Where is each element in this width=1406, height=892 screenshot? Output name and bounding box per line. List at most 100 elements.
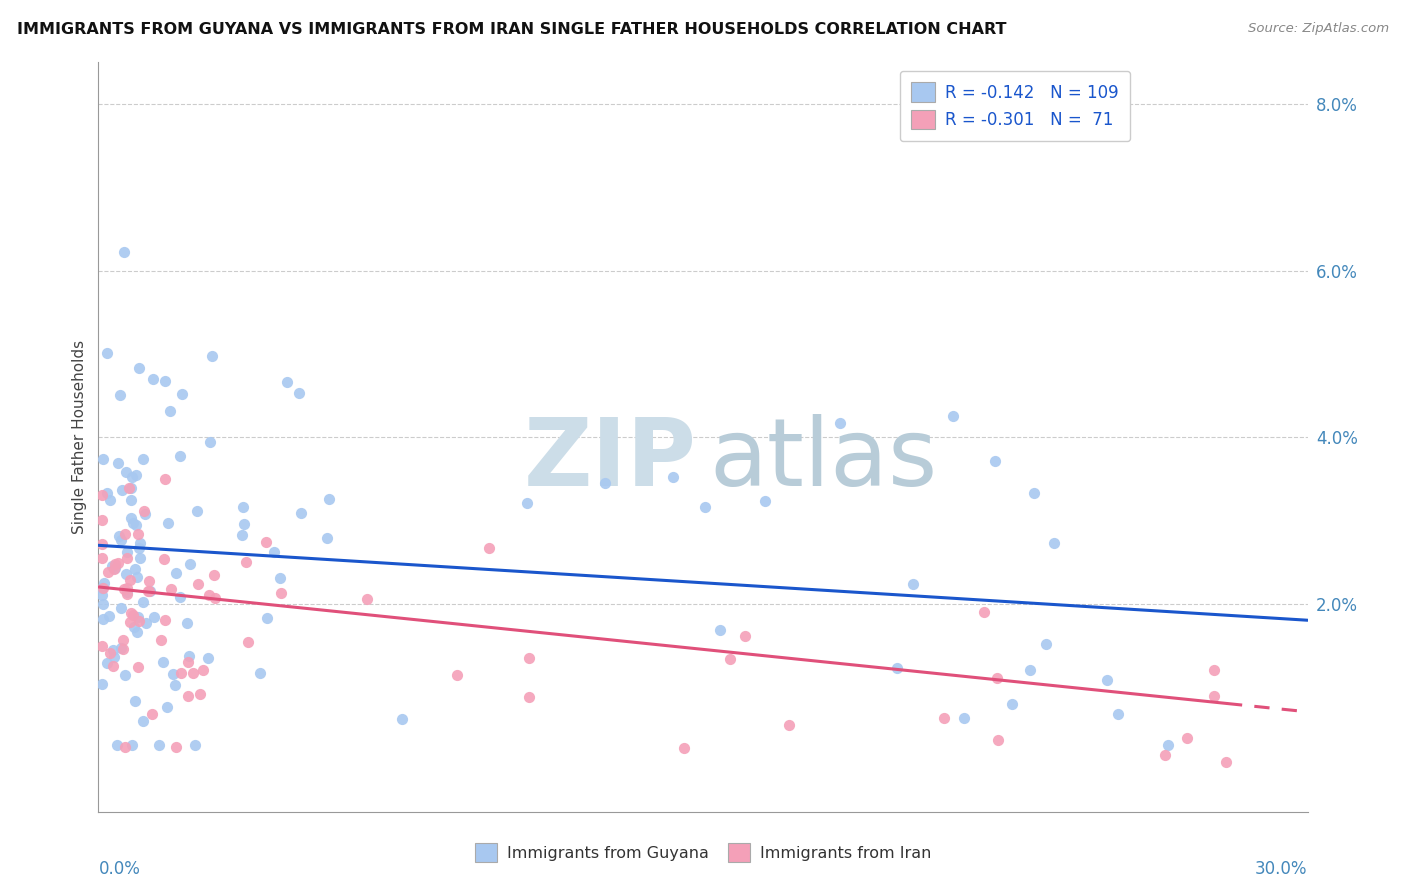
Point — [125, 624, 148, 639]
Point — [110, 600, 132, 615]
Legend: Immigrants from Guyana, Immigrants from Iran: Immigrants from Guyana, Immigrants from … — [465, 833, 941, 871]
Point — [110, 533, 132, 547]
Point — [141, 707, 163, 722]
Point — [118, 481, 141, 495]
Point — [828, 417, 851, 431]
Point — [91, 588, 114, 602]
Point — [984, 454, 1007, 468]
Point — [125, 518, 148, 533]
Point — [91, 639, 114, 653]
Point — [132, 714, 155, 728]
Point — [235, 556, 257, 570]
Point — [1022, 486, 1045, 500]
Point — [886, 661, 908, 675]
Point — [593, 476, 616, 491]
Point — [183, 738, 205, 752]
Point — [231, 528, 253, 542]
Point — [112, 244, 135, 259]
Point — [132, 595, 155, 609]
Point — [165, 739, 187, 754]
Point — [187, 576, 209, 591]
Point — [718, 652, 741, 666]
Point — [125, 570, 148, 584]
Point — [734, 629, 756, 643]
Point — [107, 556, 129, 570]
Point — [695, 500, 717, 514]
Point — [100, 492, 122, 507]
Text: 30.0%: 30.0% — [1256, 861, 1308, 879]
Point — [114, 739, 136, 754]
Point — [1001, 697, 1024, 711]
Point — [101, 659, 124, 673]
Point — [987, 732, 1010, 747]
Point — [91, 582, 114, 596]
Point — [120, 492, 142, 507]
Point — [446, 668, 468, 682]
Point — [186, 503, 208, 517]
Point — [115, 551, 138, 566]
Point — [138, 584, 160, 599]
Point — [288, 385, 311, 400]
Point — [1107, 706, 1129, 721]
Point — [156, 516, 179, 531]
Point — [114, 582, 136, 596]
Point — [120, 606, 142, 620]
Point — [315, 531, 337, 545]
Point — [118, 615, 141, 629]
Point — [91, 677, 114, 691]
Point — [276, 376, 298, 390]
Point — [1175, 731, 1198, 745]
Point — [127, 660, 149, 674]
Point — [96, 345, 118, 359]
Point — [121, 738, 143, 752]
Point — [115, 585, 138, 599]
Point — [901, 576, 924, 591]
Point — [1043, 535, 1066, 549]
Point — [391, 712, 413, 726]
Point — [152, 655, 174, 669]
Point — [98, 609, 121, 624]
Point — [124, 620, 146, 634]
Point — [108, 529, 131, 543]
Point — [165, 678, 187, 692]
Point — [232, 517, 254, 532]
Point — [103, 650, 125, 665]
Point — [91, 597, 114, 611]
Point — [269, 572, 291, 586]
Point — [155, 614, 177, 628]
Point — [270, 586, 292, 600]
Point — [127, 526, 149, 541]
Point — [169, 450, 191, 464]
Point — [754, 494, 776, 508]
Point — [177, 648, 200, 663]
Point — [134, 507, 156, 521]
Point — [249, 665, 271, 680]
Point — [953, 711, 976, 725]
Point — [478, 541, 501, 555]
Point — [142, 371, 165, 385]
Text: atlas: atlas — [709, 414, 938, 506]
Point — [114, 668, 136, 682]
Point — [188, 687, 211, 701]
Point — [356, 591, 378, 606]
Point — [162, 667, 184, 681]
Point — [122, 516, 145, 530]
Point — [107, 456, 129, 470]
Point — [97, 565, 120, 579]
Point — [93, 575, 115, 590]
Point — [96, 485, 118, 500]
Point — [91, 612, 114, 626]
Point — [172, 387, 194, 401]
Point — [932, 711, 955, 725]
Point — [136, 584, 159, 599]
Point — [124, 562, 146, 576]
Point — [121, 470, 143, 484]
Point — [114, 527, 136, 541]
Point — [318, 492, 340, 507]
Point — [778, 718, 800, 732]
Point — [104, 561, 127, 575]
Point — [110, 640, 132, 655]
Point — [129, 535, 152, 549]
Point — [129, 551, 152, 566]
Point — [232, 500, 254, 515]
